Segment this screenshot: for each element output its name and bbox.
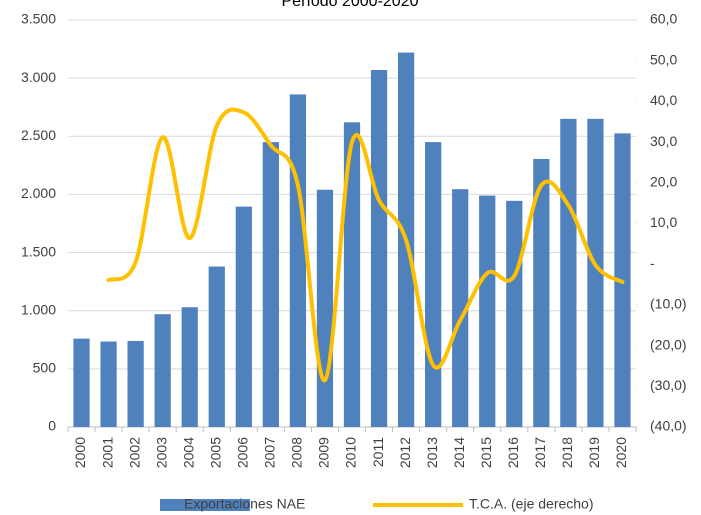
bar (181, 307, 198, 427)
y2-tick-label: (30,0) (650, 377, 687, 393)
x-tick-label: 2010 (343, 437, 359, 468)
x-tick-label: 2009 (316, 437, 332, 468)
x-tick-label: 2012 (397, 437, 413, 468)
legend-label: Exportaciones NAE (184, 496, 305, 512)
y2-tick-label: - (650, 255, 655, 271)
y2-tick-label: 10,0 (650, 214, 677, 230)
bar (343, 122, 361, 428)
bar (560, 118, 577, 427)
x-tick-label: 2001 (99, 437, 115, 468)
x-tick-label: 2018 (559, 437, 575, 468)
x-tick-label: 2008 (289, 437, 305, 468)
bar (533, 158, 550, 427)
chart-title: Período 2000-2020 (282, 0, 419, 10)
y2-tick-label: 50,0 (650, 51, 677, 67)
y2-tick-label: (20,0) (650, 336, 687, 352)
line-series (106, 107, 625, 383)
bar (370, 70, 388, 427)
legend-label: T.C.A. (eje derecho) (469, 496, 594, 512)
bar (100, 341, 117, 427)
x-tick-label: 2020 (613, 437, 629, 468)
y2-tick-label: 40,0 (650, 92, 677, 108)
bar (154, 314, 171, 427)
y-tick-label: 3.500 (21, 11, 56, 27)
bar (73, 338, 90, 427)
x-tick-label: 2007 (262, 437, 278, 468)
y2-tick-label: 30,0 (650, 133, 677, 149)
bar (127, 340, 144, 427)
x-tick-label: 2019 (586, 437, 602, 468)
y2-tick-label: (40,0) (650, 418, 687, 434)
x-tick-label: 2016 (505, 437, 521, 468)
bar (235, 206, 252, 427)
y-tick-label: 2.000 (21, 185, 56, 201)
y-tick-label: 3.000 (21, 69, 56, 85)
y-tick-label: 500 (33, 360, 57, 376)
x-tick-label: 2017 (532, 437, 548, 468)
bar (506, 200, 523, 427)
x-tick-label: 2003 (153, 437, 169, 468)
y2-tick-label: 60,0 (650, 11, 677, 27)
bar (262, 142, 279, 427)
y2-tick-label: 20,0 (650, 174, 677, 190)
bar (316, 189, 334, 427)
x-tick-label: 2002 (126, 437, 142, 468)
x-tick-label: 2015 (478, 437, 494, 468)
legend-swatch (160, 499, 250, 511)
bar (208, 266, 225, 427)
x-tick-label: 2004 (180, 437, 196, 468)
x-tick-label: 2014 (451, 437, 467, 468)
y-tick-label: 1.000 (21, 301, 56, 317)
bar (452, 189, 469, 427)
bar (289, 94, 307, 428)
x-tick-label: 2005 (207, 437, 223, 468)
x-tick-label: 2006 (235, 437, 251, 468)
x-tick-label: 2000 (72, 437, 88, 468)
y-tick-label: 1.500 (21, 243, 56, 259)
x-tick-label: 2013 (424, 437, 440, 468)
y2-tick-label: (10,0) (650, 296, 687, 312)
x-tick-label: 2011 (370, 437, 386, 467)
bar (479, 195, 496, 427)
bar (587, 118, 604, 427)
y-tick-label: 2.500 (21, 127, 56, 143)
y-tick-label: 0 (48, 418, 56, 434)
bar (425, 142, 442, 427)
